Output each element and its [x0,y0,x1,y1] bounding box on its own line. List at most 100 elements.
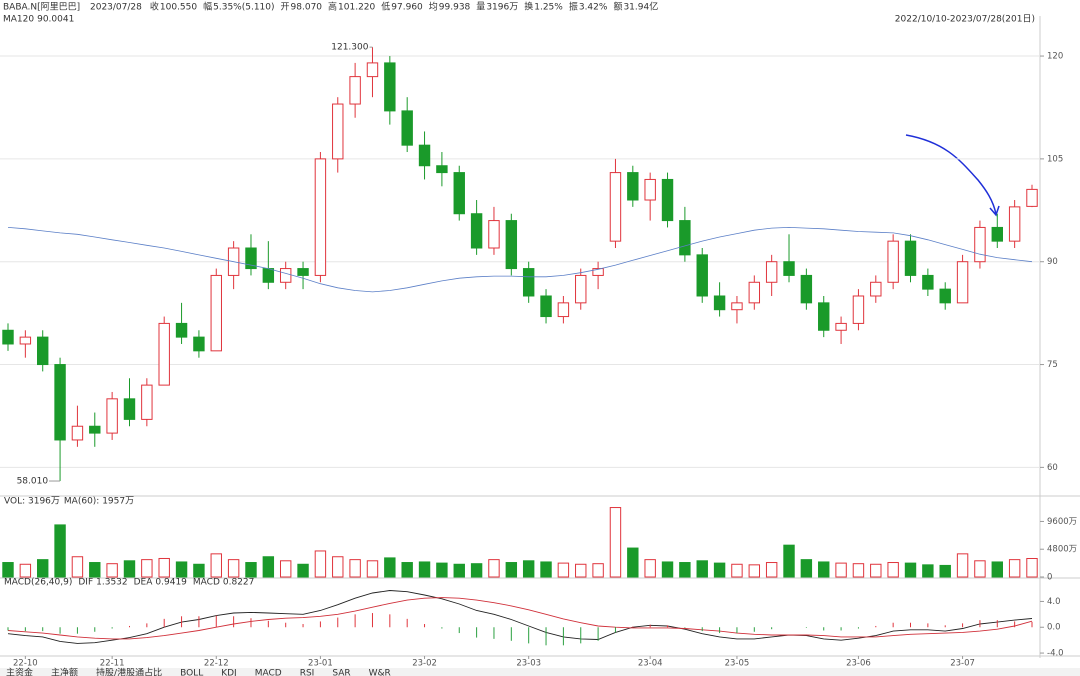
candle-body [505,220,518,270]
legend-name: MA120 [3,15,34,25]
volume-bar [245,562,257,578]
candle-body [783,261,795,276]
header-value: 100.550 [160,3,197,13]
volume-bar [262,556,275,578]
volume-bar [175,561,188,578]
candle-body [956,261,969,304]
volume-bar [54,524,66,578]
x-tick-label: 22-11 [100,659,125,669]
header-value: 98.070 [291,3,323,13]
x-tick-label: 23-03 [516,659,541,669]
candle-body [245,247,257,270]
volume-bar [540,561,552,578]
candle-body [974,226,986,263]
volume-bar [123,560,136,578]
volume-bar [71,556,84,578]
tab[interactable]: 主净额 [51,667,78,676]
tab[interactable]: RSI [300,669,315,676]
y-tick-label: 4.0 [1047,597,1061,607]
candle-body [800,274,813,304]
tab[interactable]: MACD [255,669,282,676]
tab[interactable]: W&R [369,669,391,676]
candle-body [522,268,535,297]
header-label: 收 [150,1,159,13]
candle-body [991,226,1003,242]
candle-body [2,329,14,345]
candle-body [141,384,153,420]
candle-body [488,220,500,249]
tab[interactable]: KDJ [221,669,237,676]
volume-bar [679,562,691,578]
candle-body [713,295,726,311]
volume-bar [592,563,604,578]
volume-bar [765,562,778,578]
volume-bar [887,562,899,578]
volume-bar [19,563,32,578]
x-tick-label: 22-12 [204,659,229,669]
x-tick-label: 22-10 [13,659,38,669]
macd-line [7,590,1033,644]
candle-body [627,172,639,201]
volume-bar [627,547,639,578]
tab[interactable]: BOLL [180,669,203,676]
volume-bar [332,556,344,578]
volume-bar [401,562,413,578]
candle-body [765,261,778,283]
volume-bar [227,559,240,578]
volume-bar [418,561,431,578]
candle-body [37,336,49,366]
candle-body [123,398,136,420]
y-tick-label: 60 [1047,463,1058,473]
x-tick-label: 23-06 [846,659,871,669]
volume-bar [575,563,587,578]
candle-body [436,165,448,174]
tab[interactable]: SAR [332,669,350,676]
candle-body [1026,188,1038,207]
volume-bar [956,553,969,578]
header-value: 97.960 [391,3,423,13]
candle-body [366,62,379,78]
volume-bar [193,563,205,578]
volume-bar [991,561,1003,578]
header-label: 幅 [203,1,212,13]
candle-body [384,62,396,112]
y-tick-label: 75 [1047,360,1058,370]
candle-body [89,425,101,434]
candle-body [175,322,188,338]
volume-bar [644,559,656,578]
legend-value: 0.8227 [223,578,255,588]
candle-body [887,240,899,283]
legend-value: 1.3532 [96,578,128,588]
candle-body [679,220,691,256]
volume-bar [470,563,483,578]
volume-bar [366,560,379,578]
tab[interactable]: 持股/港股通占比 [96,667,162,676]
legend-name: DEA [134,578,154,588]
candle-body [818,302,830,331]
volume-bar [835,562,847,578]
volume-bar [800,559,813,578]
header-label: 换 [524,1,533,13]
tab-bar [0,668,1080,676]
candle-body [453,172,465,215]
volume-bar [661,561,674,578]
header-label: 均 [429,1,438,13]
date: 2023/07/28 [90,3,142,13]
candle-body [19,336,32,345]
candle-body [609,172,622,242]
legend-value: 0.9419 [155,578,187,588]
candle-body [193,336,205,352]
header-label: 低 [381,1,390,13]
volume-bar [783,544,795,578]
candle-body [575,274,587,304]
y-tick-label: 4800万 [1047,545,1077,555]
max-label: 121.300 [331,43,368,53]
y-tick-label: 9600万 [1047,517,1077,527]
volume-bar [505,562,518,578]
candle-body [644,178,656,201]
candle-body [54,364,66,441]
tab[interactable]: 主资金 [6,667,33,676]
candle-body [939,288,951,304]
header-label: 振 [569,1,578,13]
candle-body [661,178,674,222]
